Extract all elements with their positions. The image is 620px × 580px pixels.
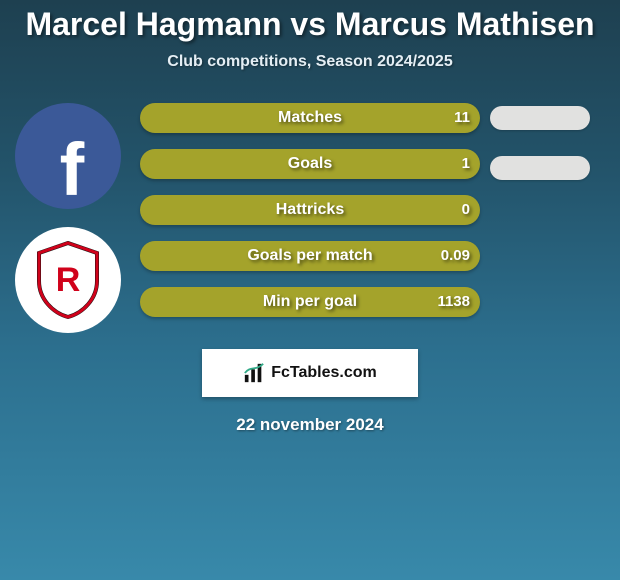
left-badges-column: f R xyxy=(8,103,128,333)
page-date: 22 november 2024 xyxy=(0,415,620,435)
right-ovals-column xyxy=(490,103,600,206)
stat-label: Goals per match xyxy=(140,241,480,271)
facebook-icon: f xyxy=(60,133,85,207)
comparison-infographic: Marcel Hagmann vs Marcus Mathisen Club c… xyxy=(0,0,620,580)
page-subtitle: Club competitions, Season 2024/2025 xyxy=(0,53,620,71)
stat-label: Hattricks xyxy=(140,195,480,225)
team-badge[interactable]: R xyxy=(15,227,121,333)
team-letter: R xyxy=(56,261,81,299)
stat-bar: Min per goal 1138 xyxy=(140,287,480,317)
content-area: f R Matches 11 Goals 1 Hattricks 0 xyxy=(0,103,620,333)
stat-value-left: 0 xyxy=(462,195,470,225)
value-oval xyxy=(490,106,590,130)
page-title: Marcel Hagmann vs Marcus Mathisen xyxy=(0,0,620,43)
bars-chart-icon xyxy=(243,362,265,384)
stat-bars: Matches 11 Goals 1 Hattricks 0 Goals per… xyxy=(140,103,480,333)
brand-footer[interactable]: FcTables.com xyxy=(202,349,418,397)
stat-bar: Goals 1 xyxy=(140,149,480,179)
stat-label: Min per goal xyxy=(140,287,480,317)
stat-bar: Matches 11 xyxy=(140,103,480,133)
team-logo-icon: R xyxy=(33,241,103,319)
stat-value-left: 1138 xyxy=(437,287,470,317)
brand-text: FcTables.com xyxy=(271,364,377,382)
stat-bar: Hattricks 0 xyxy=(140,195,480,225)
stat-label: Goals xyxy=(140,149,480,179)
stat-value-left: 1 xyxy=(462,149,470,179)
stat-value-left: 11 xyxy=(454,103,470,133)
stat-value-left: 0.09 xyxy=(441,241,470,271)
facebook-badge[interactable]: f xyxy=(15,103,121,209)
value-oval xyxy=(490,156,590,180)
stat-bar: Goals per match 0.09 xyxy=(140,241,480,271)
stat-label: Matches xyxy=(140,103,480,133)
